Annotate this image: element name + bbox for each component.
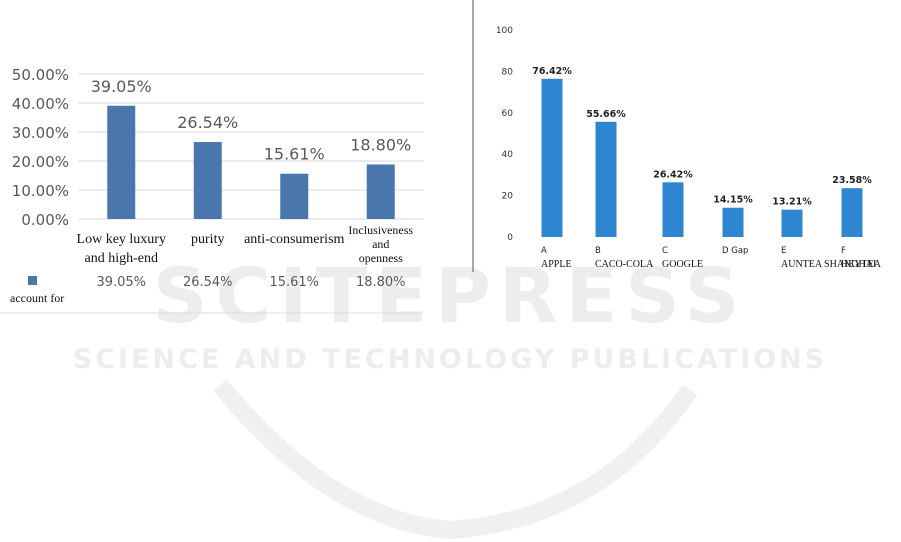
- left-data-label: 39.05%: [91, 77, 152, 96]
- right-category-letter: D Gap: [722, 246, 748, 256]
- right-data-label: 23.58%: [832, 175, 872, 186]
- right-category-label: B CACO-COLA: [595, 246, 654, 270]
- chart-right: 0 20 40 60 80 100 76.42% 55.66% 26.42% 14.15% 13.…: [496, 26, 882, 270]
- right-category-letter: C: [662, 246, 668, 256]
- right-data-label: 26.42%: [653, 169, 693, 180]
- right-category-letter: A: [541, 246, 547, 256]
- right-bar: [781, 209, 803, 237]
- right-category-label: E AUNTEA SHANGHAI: [781, 246, 876, 270]
- right-bars: [541, 78, 863, 237]
- left-table-value: 18.80%: [356, 275, 406, 290]
- right-y-tick-label: 20: [502, 192, 514, 202]
- right-y-tick-label: 60: [502, 109, 514, 119]
- left-data-label: 18.80%: [350, 135, 411, 154]
- left-category-label: purity: [191, 232, 224, 247]
- right-category-letter: B: [595, 246, 601, 256]
- right-data-label: 13.21%: [772, 197, 812, 208]
- left-bars: [107, 105, 395, 219]
- left-data-label: 15.61%: [264, 145, 325, 164]
- left-data-label: 26.54%: [177, 113, 238, 132]
- right-y-tick-label: 80: [502, 67, 514, 77]
- right-category-labels: A APPLE B CACO-COLA C GOOGLE D Gap E AUNTEA SHAN…: [541, 246, 882, 270]
- right-bar: [722, 207, 744, 237]
- right-y-tick-label: 100: [496, 26, 513, 36]
- right-bar: [841, 188, 863, 237]
- right-category-letter: E: [781, 246, 786, 256]
- left-table-value: 15.61%: [269, 275, 319, 290]
- right-data-labels: 76.42% 55.66% 26.42% 14.15% 13.21% 23.58%: [532, 66, 872, 208]
- right-category-letter: F: [841, 246, 846, 256]
- left-data-table: account for 39.05% 26.54% 15.61% 18.80%: [10, 275, 406, 305]
- watermark-tagline: SCIENCE AND TECHNOLOGY PUBLICATIONS: [73, 344, 827, 375]
- left-bar: [107, 105, 136, 219]
- left-bar: [280, 173, 309, 219]
- left-y-tick-label: 50.00%: [12, 66, 69, 84]
- watermark: SCITEPRESS SCIENCE AND TECHNOLOGY PUBLIC…: [73, 251, 827, 540]
- right-bar: [595, 121, 617, 237]
- right-bar: [541, 78, 563, 237]
- left-table-value: 26.54%: [183, 275, 233, 290]
- left-y-tick-label: 40.00%: [12, 95, 69, 113]
- watermark-seal-arc: [213, 379, 698, 540]
- left-y-tick-label: 20.00%: [12, 153, 69, 171]
- left-category-label: anti-consumerism: [244, 232, 344, 247]
- left-legend-key: [28, 276, 37, 285]
- left-table-series-label: account for: [10, 291, 64, 305]
- right-y-tick-label: 40: [502, 150, 514, 160]
- left-category-labels: Low key luxury and high-end purity anti-con…: [77, 223, 414, 266]
- right-bar: [662, 182, 684, 237]
- right-category-name: AUNTEA SHANGHAI: [781, 259, 876, 270]
- watermark-logo: SCITEPRESS: [153, 251, 748, 340]
- left-table-value: 39.05%: [96, 275, 146, 290]
- right-data-label: 76.42%: [532, 66, 572, 77]
- right-y-tick-label: 0: [507, 233, 513, 243]
- right-category-name: APPLE: [541, 259, 572, 270]
- right-y-tick-labels: 0 20 40 60 80 100: [496, 26, 513, 243]
- left-data-labels: 39.05% 26.54% 15.61% 18.80%: [91, 77, 412, 164]
- right-category-label: D Gap: [722, 246, 748, 256]
- right-data-label: 14.15%: [713, 195, 753, 206]
- left-category-label: Inclusiveness and openness: [348, 223, 413, 265]
- right-category-name: CACO-COLA: [595, 259, 654, 270]
- left-bar: [193, 142, 222, 219]
- right-category-name: GOOGLE: [662, 259, 703, 270]
- left-y-tick-label: 0.00%: [21, 211, 69, 229]
- left-bar: [366, 164, 395, 219]
- left-category-label: Low key luxury and high-end: [77, 232, 166, 266]
- chart-left: 0.00% 10.00% 20.00% 30.00% 40.00% 50.00% 39.0…: [10, 66, 424, 305]
- right-category-label: C GOOGLE: [662, 246, 703, 270]
- right-category-name: HEYTEA: [841, 259, 882, 270]
- right-category-label: A APPLE: [541, 246, 572, 270]
- left-y-tick-label: 10.00%: [12, 182, 69, 200]
- left-y-tick-labels: 0.00% 10.00% 20.00% 30.00% 40.00% 50.00%: [12, 66, 69, 229]
- left-gridlines: [78, 73, 424, 220]
- right-category-label: F HEYTEA: [841, 246, 882, 270]
- right-data-label: 55.66%: [586, 109, 626, 120]
- left-y-tick-label: 30.00%: [12, 124, 69, 142]
